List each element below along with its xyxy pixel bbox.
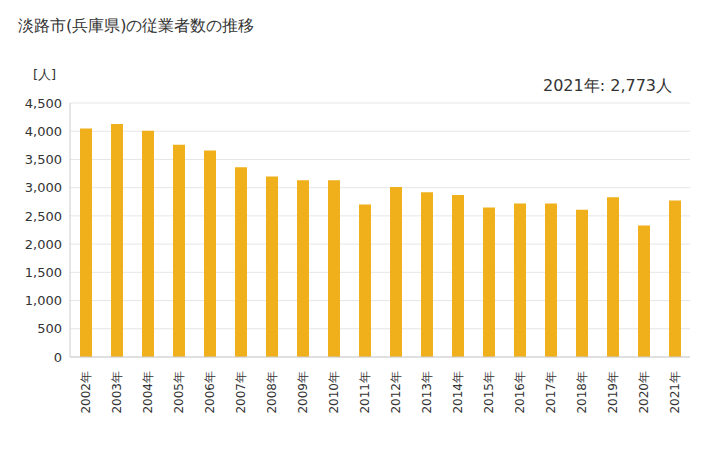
svg-text:2020年: 2020年 (637, 371, 651, 414)
svg-text:2002年: 2002年 (79, 371, 93, 414)
svg-text:2007年: 2007年 (234, 371, 248, 414)
svg-text:2,000: 2,000 (25, 237, 62, 252)
svg-text:2009年: 2009年 (296, 371, 310, 414)
svg-text:2014年: 2014年 (451, 371, 465, 414)
svg-text:2021年: 2021年 (668, 371, 682, 414)
svg-text:2,500: 2,500 (25, 209, 62, 224)
svg-text:2005年: 2005年 (172, 371, 186, 414)
svg-text:2013年: 2013年 (420, 371, 434, 414)
svg-text:2004年: 2004年 (141, 371, 155, 414)
html-text:[人]: [人] (33, 67, 57, 82)
svg-text:2008年: 2008年 (265, 371, 279, 414)
svg-text:2015年: 2015年 (482, 371, 496, 414)
svg-text:2019年: 2019年 (606, 371, 620, 414)
svg-text:1,000: 1,000 (25, 293, 62, 308)
html-text:2021年: 2,773人: 2021年: 2,773人 (543, 76, 672, 95)
svg-text:2003年: 2003年 (110, 371, 124, 414)
svg-text:1,500: 1,500 (25, 265, 62, 280)
svg-text:2011年: 2011年 (358, 371, 372, 414)
svg-text:500: 500 (37, 321, 62, 336)
svg-text:2006年: 2006年 (203, 371, 217, 414)
svg-text:4,500: 4,500 (25, 96, 62, 111)
svg-text:3,500: 3,500 (25, 152, 62, 167)
svg-text:2018年: 2018年 (575, 371, 589, 414)
svg-text:2017年: 2017年 (544, 371, 558, 414)
svg-text:4,000: 4,000 (25, 124, 62, 139)
svg-text:2016年: 2016年 (513, 371, 527, 414)
html-text:淡路市(兵庫県)の従業者数の推移: 淡路市(兵庫県)の従業者数の推移 (18, 16, 255, 35)
svg-text:2010年: 2010年 (327, 371, 341, 414)
svg-text:3,000: 3,000 (25, 180, 62, 195)
svg-text:0: 0 (54, 350, 62, 365)
svg-text:2012年: 2012年 (389, 371, 403, 414)
